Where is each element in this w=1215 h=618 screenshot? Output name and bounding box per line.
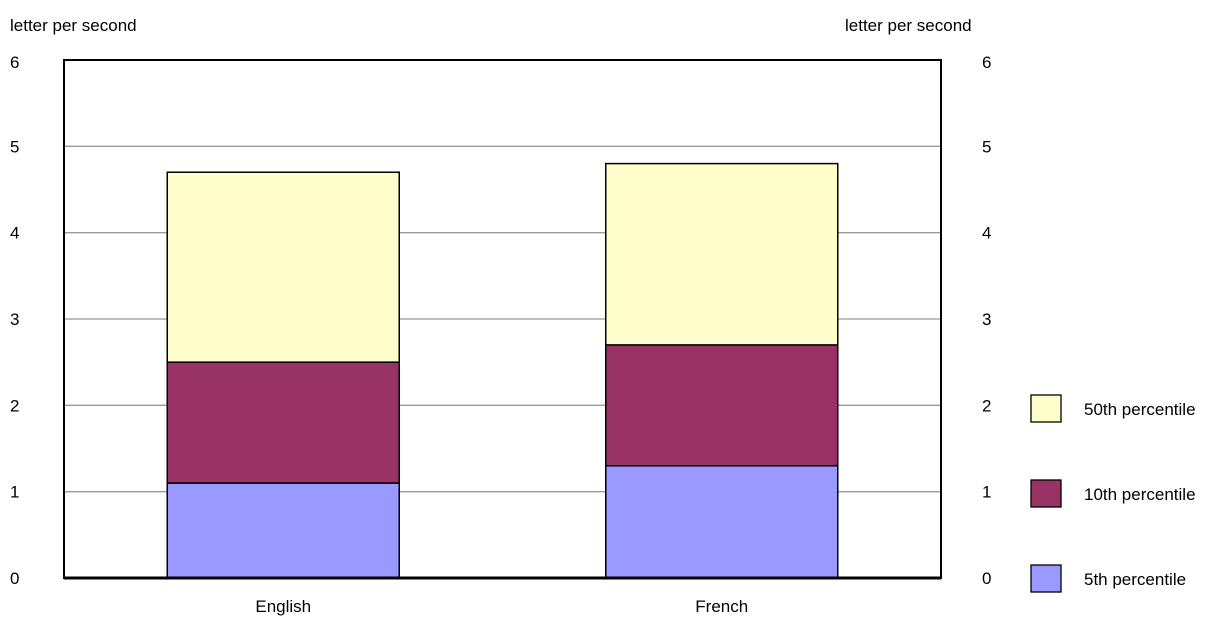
y-axis-label-right: letter per second [845,16,972,35]
x-tick-labels: English French [255,597,748,616]
y-tick-label-left: 2 [10,396,19,415]
y-tick-label-left: 5 [10,137,19,156]
x-tick-label: English [255,597,311,616]
y-tick-labels: 0 0 1 1 2 2 3 3 4 4 5 5 6 6 [10,53,991,588]
y-tick-label-right: 3 [982,310,991,329]
y-tick-label-right: 4 [982,224,991,243]
x-tick-label: French [695,597,748,616]
bar-segment [166,361,400,484]
bar-segment [605,465,839,579]
y-tick-label-right: 6 [982,53,991,72]
bars [166,162,839,579]
legend: 50th percentile 10th percentile 5th percen… [1030,394,1196,593]
bar-segment [605,344,839,467]
y-tick-label-left: 0 [10,569,19,588]
legend-swatch [1030,479,1062,508]
bar-segment [605,162,839,346]
bar-segment [166,171,400,363]
y-tick-label-right: 2 [982,396,991,415]
y-tick-label-right: 0 [982,569,991,588]
y-tick-label-left: 3 [10,310,19,329]
y-tick-label-left: 4 [10,224,19,243]
y-tick-label-left: 1 [10,483,19,502]
legend-label: 10th percentile [1084,485,1196,504]
legend-swatch [1030,394,1062,423]
legend-label: 50th percentile [1084,400,1196,419]
y-tick-label-right: 1 [982,483,991,502]
y-tick-label-left: 6 [10,53,19,72]
bar-segment [166,482,400,579]
y-axis-label-left: letter per second [10,16,137,35]
legend-swatch [1030,564,1062,593]
legend-label: 5th percentile [1084,570,1186,589]
y-tick-label-right: 5 [982,137,991,156]
